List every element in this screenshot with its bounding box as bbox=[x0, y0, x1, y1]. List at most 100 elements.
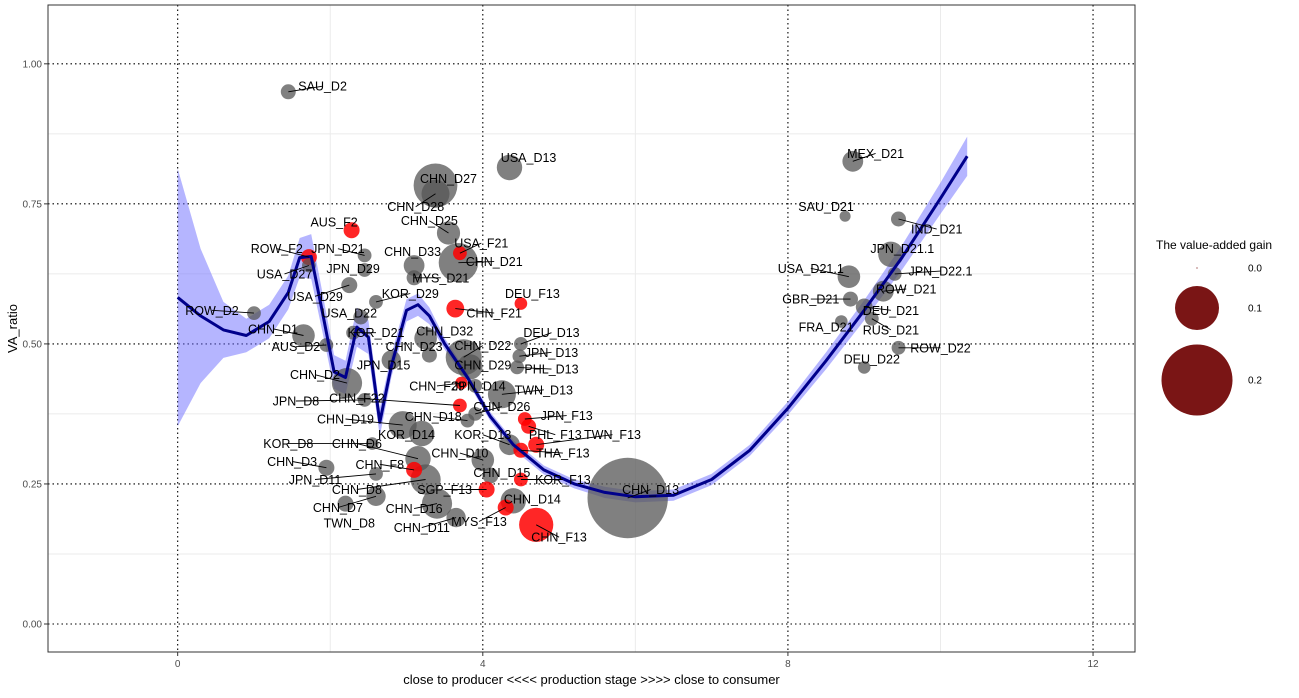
legend: The value-added gain 0.0 0.1 0.2 bbox=[1156, 238, 1272, 416]
point-chn-d33 bbox=[403, 255, 425, 276]
leader-line bbox=[482, 434, 510, 446]
point-label: TWN_D8 bbox=[324, 517, 375, 531]
point-label: JPN_D15 bbox=[357, 359, 411, 373]
leader-line bbox=[433, 416, 468, 422]
leader-line bbox=[520, 332, 552, 345]
point-label: CHN_D19 bbox=[317, 413, 374, 427]
y-tick-label: 1.00 bbox=[23, 59, 43, 70]
y-tick-label: 0.75 bbox=[23, 199, 43, 210]
point-label: USA_D27 bbox=[257, 267, 313, 281]
point-label: CHN_D6 bbox=[332, 437, 382, 451]
point-label: CHN_D16 bbox=[386, 502, 443, 516]
point-label: CHN_D29 bbox=[454, 359, 511, 373]
point-label: JPN_D21 bbox=[311, 242, 365, 256]
leader-line bbox=[501, 389, 544, 395]
leader-line bbox=[288, 85, 323, 93]
leader-line bbox=[810, 267, 849, 278]
smooth-line bbox=[176, 155, 969, 499]
x-tick-label: 8 bbox=[785, 659, 791, 670]
leader-line bbox=[272, 328, 304, 336]
point-label: CHN_D13 bbox=[622, 483, 679, 497]
leader-line bbox=[337, 248, 365, 256]
point-label: TWN_F13 bbox=[584, 428, 641, 442]
point-label: KOR_F13 bbox=[535, 473, 591, 487]
leader-line bbox=[337, 495, 377, 508]
point-mex-d21 bbox=[842, 150, 864, 172]
point-label: IND_D21 bbox=[911, 223, 962, 237]
point-jpn-d29 bbox=[357, 263, 372, 277]
leader-line bbox=[421, 517, 457, 529]
x-tick-label: 12 bbox=[1087, 659, 1099, 670]
leader-line bbox=[356, 479, 426, 490]
leader-line bbox=[883, 288, 907, 292]
leader-line bbox=[459, 452, 483, 461]
point-label: CHN_D2 bbox=[290, 368, 340, 382]
leader-line bbox=[852, 152, 876, 162]
panel-border bbox=[47, 4, 1136, 653]
plot-layer: SAU_D2 USA_D13 MEX_D21 CHN_D27 CHN_D28 SAU_D2… bbox=[176, 80, 973, 545]
leader-line bbox=[894, 270, 941, 275]
legend-key bbox=[1196, 267, 1198, 269]
point-label: KOR_D29 bbox=[382, 287, 439, 301]
point-label: USA_D13 bbox=[501, 151, 557, 165]
y-tick-label: 0.00 bbox=[23, 619, 43, 630]
leader-line bbox=[379, 463, 415, 471]
leader-line bbox=[314, 284, 350, 297]
point-chn-d23 bbox=[421, 347, 437, 363]
leader-line bbox=[463, 345, 484, 358]
leader-line bbox=[284, 265, 310, 275]
point-label: SGP_F13 bbox=[417, 483, 472, 497]
point-label: CHN_D28 bbox=[387, 200, 444, 214]
leader-line bbox=[295, 344, 327, 348]
leader-line bbox=[429, 220, 449, 234]
point-label: JPN_D13 bbox=[525, 346, 579, 360]
point-jpn-f13 bbox=[517, 412, 532, 426]
leader-line bbox=[871, 318, 892, 331]
point-label: CHN_D21 bbox=[466, 255, 523, 269]
point-label: CHN_D1 bbox=[248, 322, 298, 336]
leader-line bbox=[898, 218, 937, 230]
point-label: CHN_D18 bbox=[405, 410, 462, 424]
leader-line bbox=[295, 399, 365, 402]
point-label: CHN_D26 bbox=[473, 400, 530, 414]
point-label: FRA_D21 bbox=[799, 321, 854, 335]
point-twn-d8 bbox=[337, 495, 354, 512]
point-label: USA_D21.1 bbox=[778, 262, 844, 276]
point-sau-d21 bbox=[839, 210, 851, 222]
point-chn-d10 bbox=[471, 448, 495, 472]
legend-key bbox=[1175, 286, 1219, 330]
point-chn-d21 bbox=[438, 243, 479, 283]
leader-line bbox=[314, 374, 348, 384]
leader-line bbox=[475, 406, 503, 415]
point-label: CHN_D11 bbox=[394, 521, 450, 535]
point-row-d21 bbox=[872, 280, 894, 302]
point-label: DEU_D22 bbox=[844, 353, 900, 367]
point-label: CHN_F29 bbox=[409, 379, 465, 393]
point-label: ROW_D2 bbox=[185, 304, 239, 318]
point-fra-d21 bbox=[835, 315, 848, 328]
leader-line bbox=[536, 434, 613, 446]
point-label: MYS_D21 bbox=[412, 271, 469, 285]
leader-line bbox=[356, 397, 460, 406]
leader-line bbox=[292, 461, 327, 469]
point-jpn-d21-1 bbox=[878, 241, 904, 267]
point-label: USA_D22 bbox=[322, 307, 378, 321]
legend-key bbox=[1161, 344, 1233, 416]
leader-line bbox=[627, 489, 651, 499]
point-label: JPN_F13 bbox=[541, 409, 593, 423]
point-usa-d22 bbox=[353, 309, 369, 325]
point-label: JPN_D14 bbox=[452, 379, 506, 393]
leader-line bbox=[528, 425, 556, 436]
point-label: SAU_D2 bbox=[298, 80, 347, 94]
point-chn-d15 bbox=[482, 467, 499, 484]
point-label: PHL_F13 bbox=[529, 428, 582, 442]
y-tick-label: 0.25 bbox=[23, 479, 43, 490]
point-label: MYS_F13 bbox=[451, 515, 507, 529]
leader-line bbox=[345, 418, 403, 426]
legend-label: 0.0 bbox=[1248, 264, 1262, 275]
leader-line bbox=[519, 351, 552, 357]
point-aus-f2 bbox=[343, 222, 360, 239]
point-deu-f13 bbox=[514, 297, 528, 310]
point-label: CHN_F21 bbox=[466, 307, 522, 321]
